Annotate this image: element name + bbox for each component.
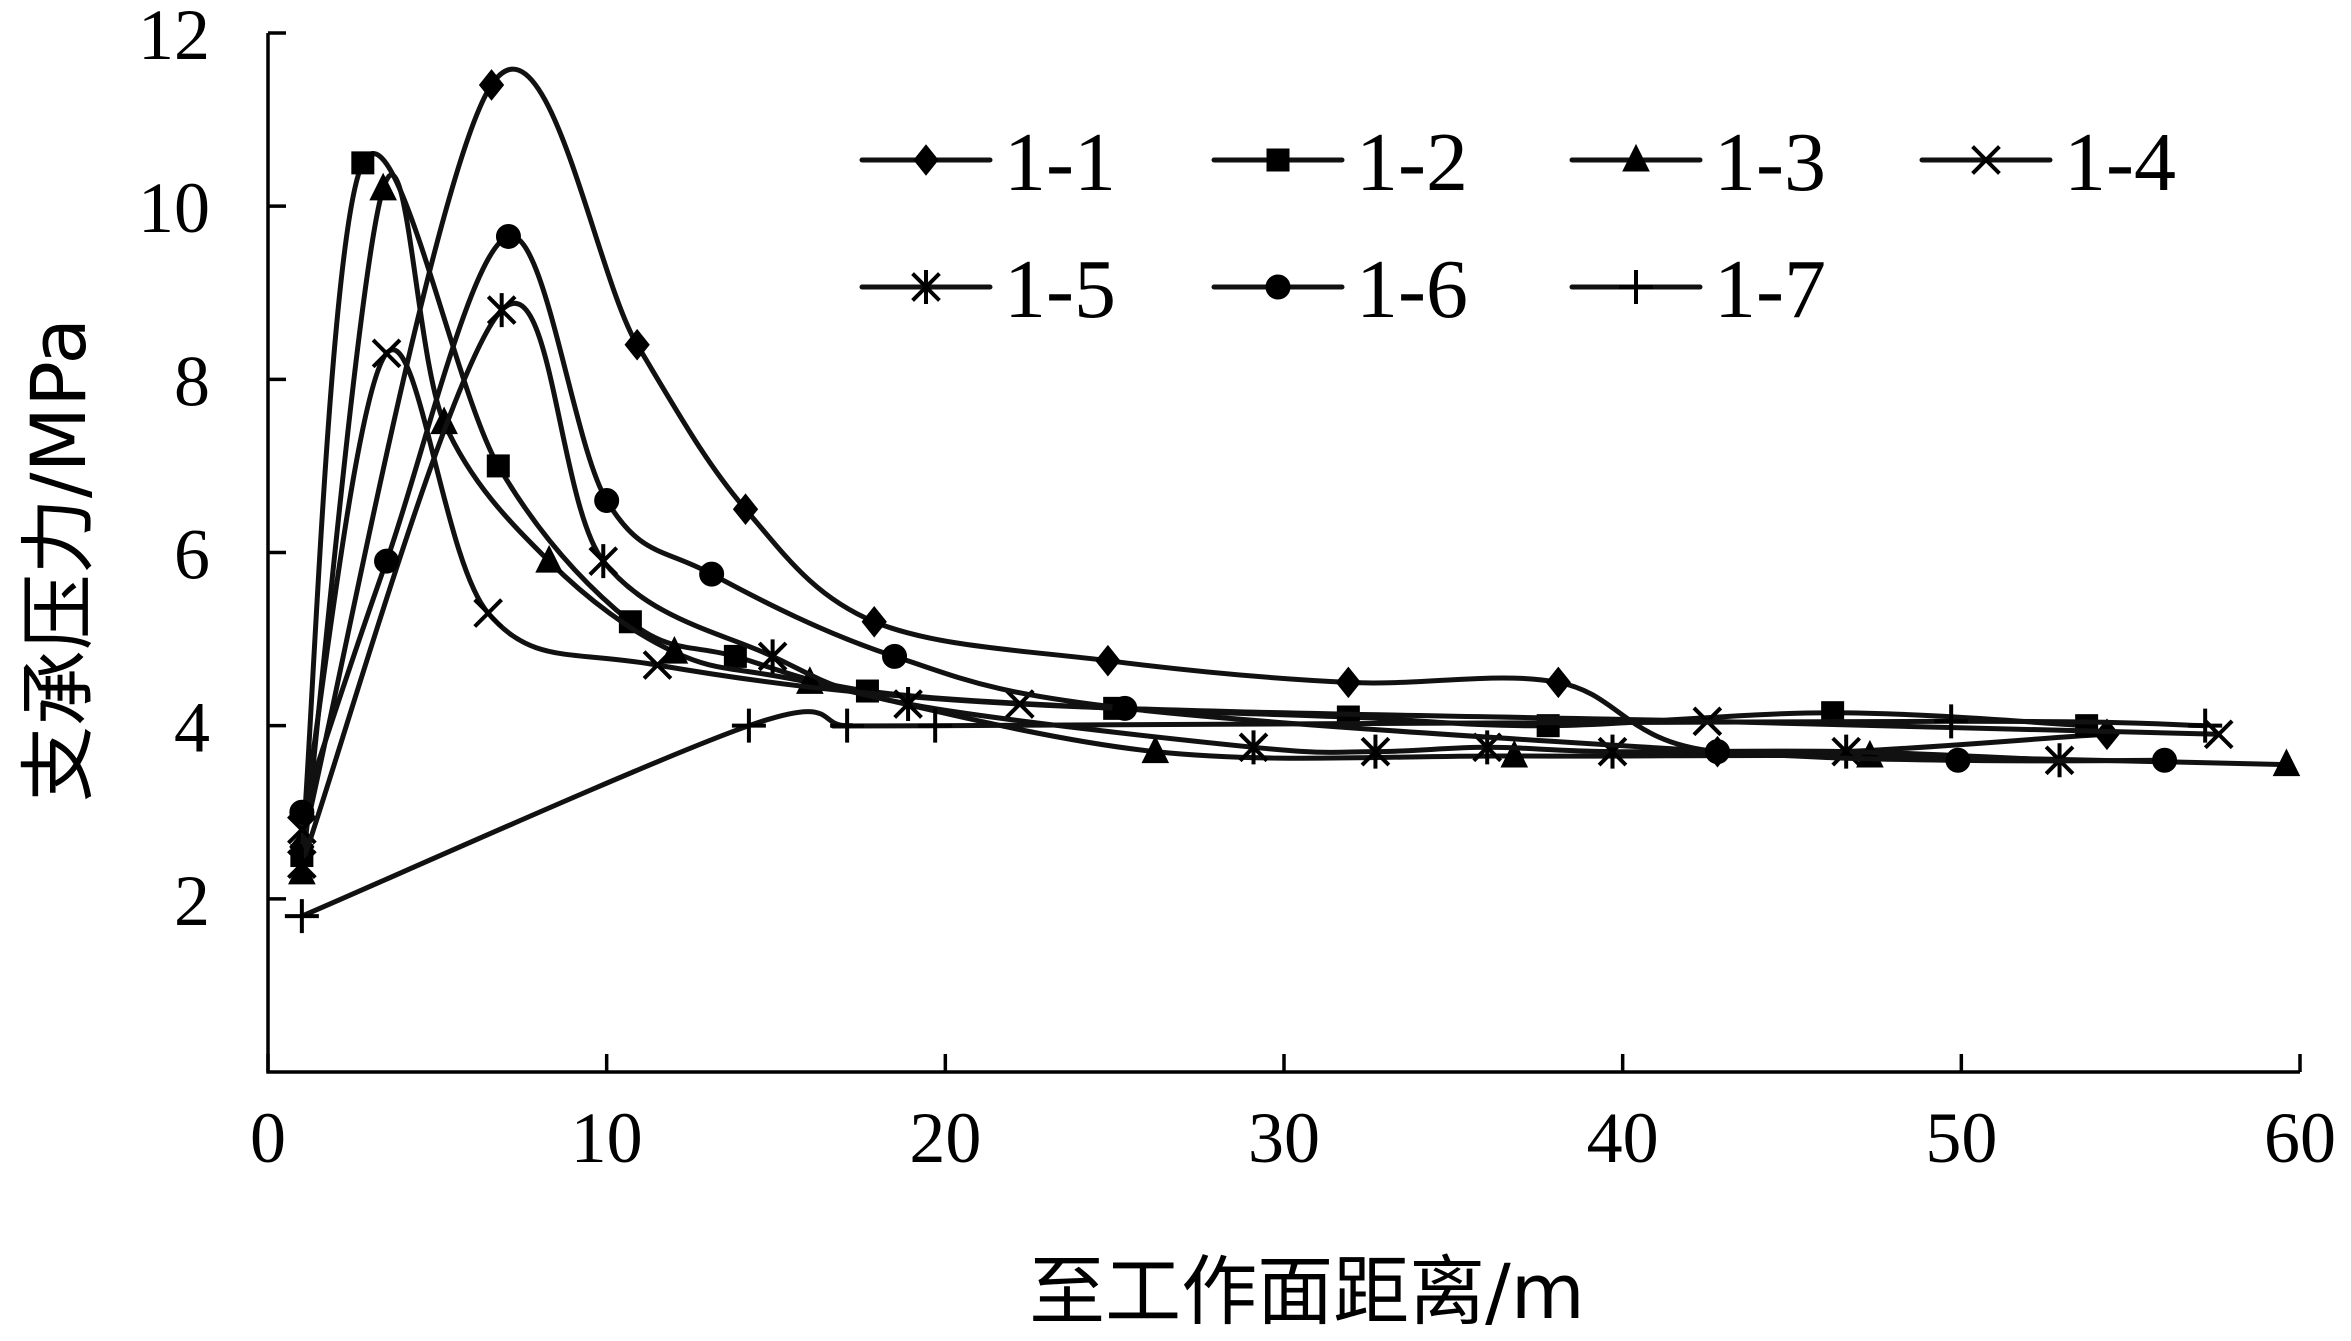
- x-tick-label: 60: [2264, 1098, 2336, 1178]
- legend-item-1-5: 1-5: [859, 243, 1116, 336]
- series-point: [1335, 666, 1361, 699]
- series-point: [1945, 747, 1971, 773]
- legend-item-1-6: 1-6: [1211, 243, 1468, 336]
- series-point: [1112, 695, 1138, 721]
- x-tick-label: 0: [250, 1098, 286, 1178]
- series-1-5: [287, 293, 2075, 882]
- series-point: [642, 650, 673, 680]
- x-axis-label: 至工作面距离/m: [1029, 1247, 1585, 1336]
- series-point: [731, 708, 766, 743]
- axes: 2 4 6 8 10 12 0 10 20 30 40 50 60: [138, 0, 2336, 1178]
- series-point: [478, 69, 505, 101]
- x-tick-label: 20: [909, 1098, 981, 1178]
- series-point: [473, 598, 503, 628]
- series-line: [299, 300, 2062, 867]
- x-tick-label: 30: [1248, 1098, 1320, 1178]
- series-point: [893, 687, 923, 722]
- series-point: [723, 644, 747, 668]
- series-point: [757, 639, 788, 674]
- series-line: [299, 233, 2167, 815]
- legend-label: 1-1: [1004, 116, 1116, 209]
- y-tick-label: 8: [174, 341, 210, 421]
- series-line: [299, 66, 2110, 850]
- series-point: [1500, 739, 1529, 768]
- legend-item-1-3: 1-3: [1569, 116, 1826, 209]
- legend-label: 1-7: [1714, 243, 1826, 336]
- legend-label: 1-2: [1356, 116, 1468, 209]
- series-1-3: [288, 172, 2301, 885]
- series-point: [1622, 143, 1650, 172]
- legend-item-1-7: 1-7: [1569, 243, 1826, 336]
- series-point: [2188, 708, 2223, 743]
- series-point: [2152, 747, 2178, 773]
- legend-item-1-1: 1-1: [859, 116, 1116, 209]
- y-tick-label: 10: [138, 168, 210, 248]
- axis-lines: [266, 33, 2300, 1074]
- series-point: [486, 454, 510, 478]
- series-point: [369, 172, 397, 201]
- series-point: [287, 847, 317, 882]
- legend-item-1-4: 1-4: [1919, 116, 2176, 209]
- x-tick-label: 10: [571, 1098, 643, 1178]
- series-point: [913, 144, 939, 176]
- legend-item-1-2: 1-2: [1211, 116, 1468, 209]
- series-point: [1545, 666, 1571, 699]
- series-point: [732, 493, 759, 526]
- legend: 1-1 1-2 1-3 1-4 1-5 1-6 1-7: [859, 116, 2176, 336]
- series-point: [1095, 644, 1121, 677]
- series-point: [594, 488, 620, 514]
- y-tick-label: 12: [138, 0, 210, 75]
- x-tick-label: 40: [1587, 1098, 1659, 1178]
- series-point: [861, 605, 887, 638]
- series-point: [1141, 735, 1170, 764]
- series-point: [1360, 734, 1391, 769]
- series-point: [1619, 270, 1653, 304]
- legend-label: 1-5: [1004, 243, 1116, 336]
- series-point: [495, 223, 521, 249]
- series-point: [284, 899, 319, 934]
- series-point: [882, 643, 908, 669]
- series-point: [1238, 730, 1269, 765]
- series-point: [830, 708, 865, 743]
- y-tick-label: 4: [174, 688, 210, 768]
- series-point: [289, 799, 315, 825]
- series-group: [284, 66, 2301, 934]
- series-point: [486, 293, 517, 328]
- series-point: [374, 548, 400, 574]
- series-point: [1265, 274, 1291, 300]
- legend-label: 1-4: [2064, 116, 2176, 209]
- series-point: [1971, 145, 2001, 175]
- series-point: [699, 561, 725, 587]
- series-point: [918, 708, 953, 743]
- series-point: [1934, 704, 1969, 739]
- series-point: [624, 328, 650, 361]
- series-point: [535, 545, 563, 573]
- series-1-6: [289, 223, 2178, 825]
- series-point: [351, 151, 375, 175]
- legend-label: 1-3: [1714, 116, 1826, 209]
- y-axis-label: 支承压力/MPa: [14, 318, 103, 802]
- series-1-7: [284, 704, 2223, 934]
- series-point: [1266, 148, 1290, 172]
- series-point: [588, 544, 619, 579]
- y-tick-label: 6: [174, 515, 210, 595]
- series-point: [2272, 748, 2301, 777]
- series-point: [1704, 739, 1730, 765]
- series-line: [299, 172, 2289, 876]
- y-tick-label: 2: [174, 861, 210, 941]
- series-point: [371, 338, 402, 369]
- legend-label: 1-6: [1356, 243, 1468, 336]
- series-point: [911, 270, 941, 304]
- x-tick-label: 50: [1925, 1098, 1997, 1178]
